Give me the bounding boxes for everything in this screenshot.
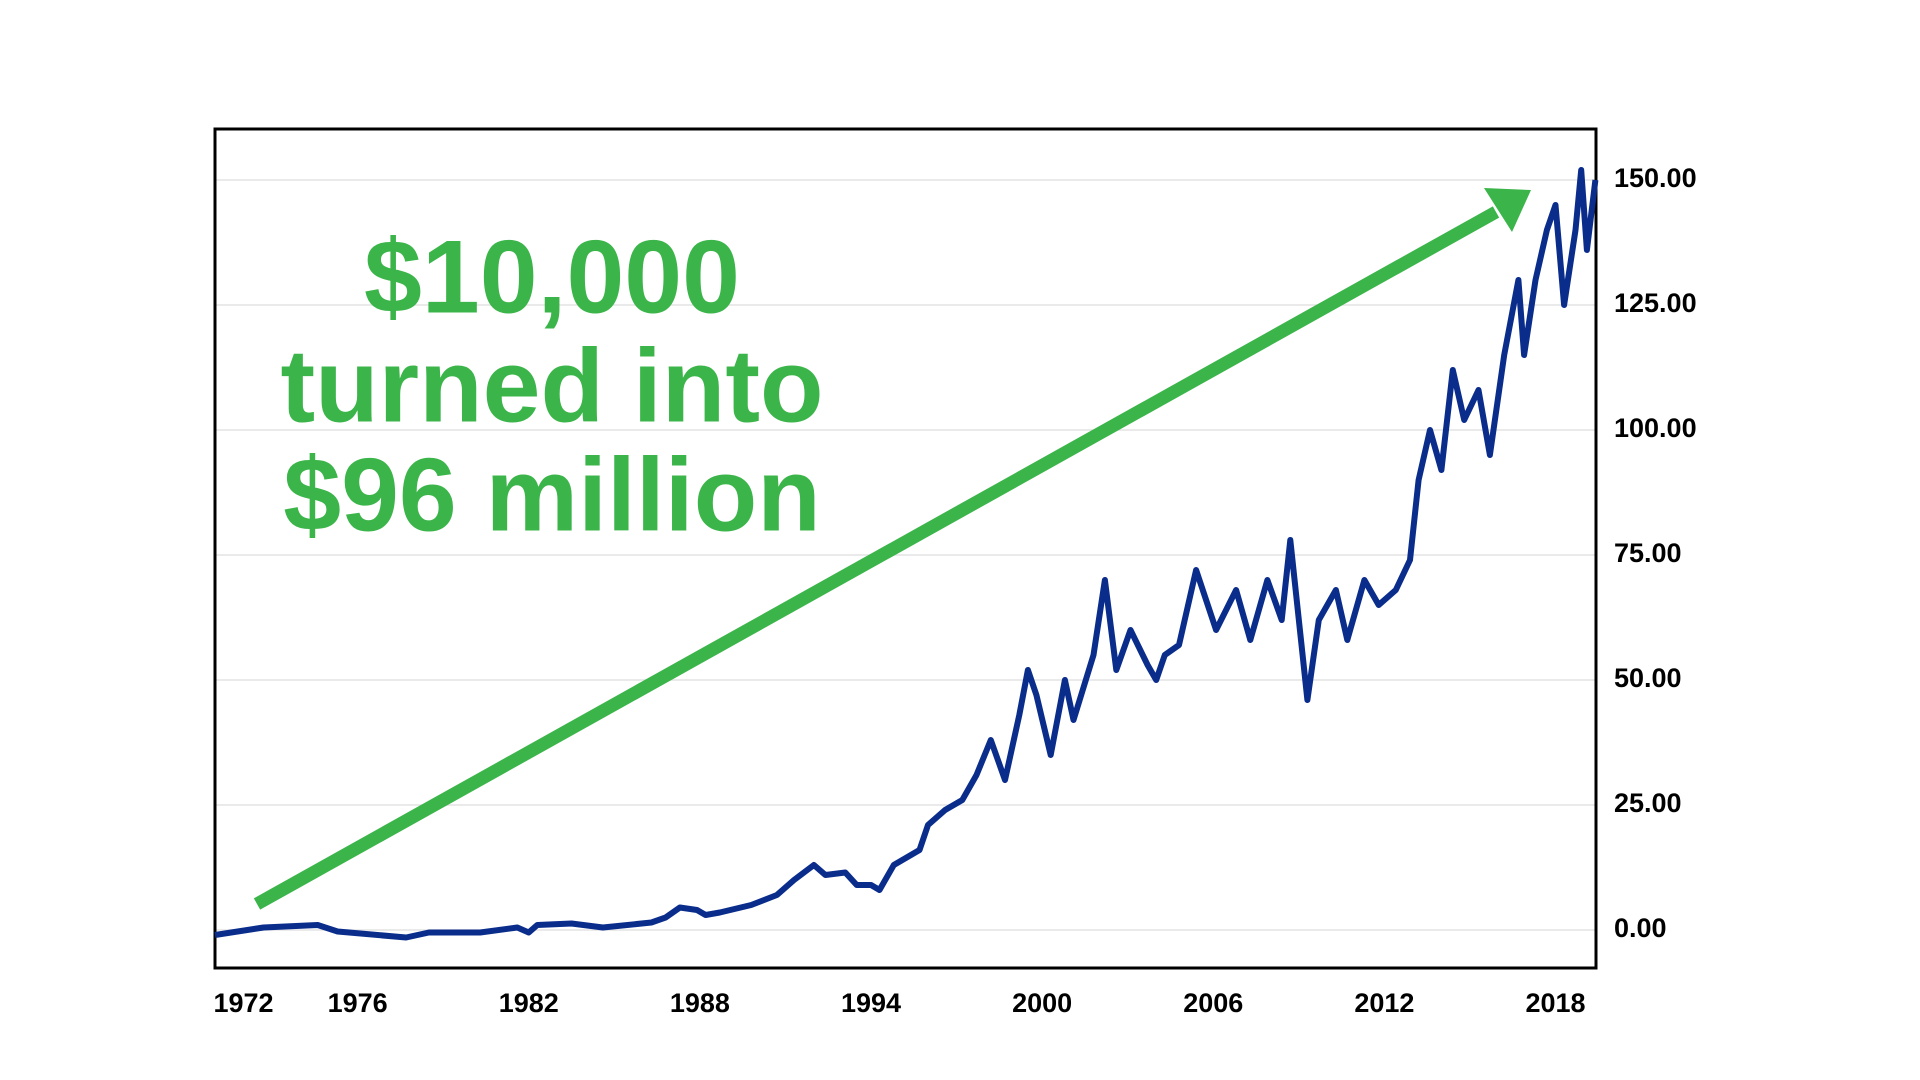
plot-frame <box>213 127 1598 970</box>
trend-arrow-shaft <box>253 206 1500 910</box>
x-tick-label: 2000 <box>1012 988 1072 1018</box>
x-tick-label: 1976 <box>328 988 388 1018</box>
y-tick-label: 25.00 <box>1614 788 1682 818</box>
x-tick-label: 1994 <box>841 988 901 1018</box>
y-tick-label: 150.00 <box>1614 163 1697 193</box>
x-tick-label: 2006 <box>1183 988 1243 1018</box>
annotation-text: $96 million <box>283 437 821 553</box>
annotation-text: turned into <box>280 328 823 444</box>
y-tick-label: 50.00 <box>1614 663 1682 693</box>
x-tick-label: 1972 <box>213 988 273 1018</box>
x-tick-label: 2012 <box>1354 988 1414 1018</box>
x-tick-label: 1982 <box>499 988 559 1018</box>
x-tick-label: 1988 <box>670 988 730 1018</box>
annotation-text: $10,000 <box>364 219 740 335</box>
y-tick-label: 125.00 <box>1614 288 1697 318</box>
y-tick-label: 0.00 <box>1614 913 1667 943</box>
x-tick-label: 2018 <box>1525 988 1585 1018</box>
y-tick-label: 100.00 <box>1614 413 1697 443</box>
y-tick-label: 75.00 <box>1614 538 1682 568</box>
trend-arrow-head <box>1484 188 1531 232</box>
price-line <box>214 167 1599 941</box>
